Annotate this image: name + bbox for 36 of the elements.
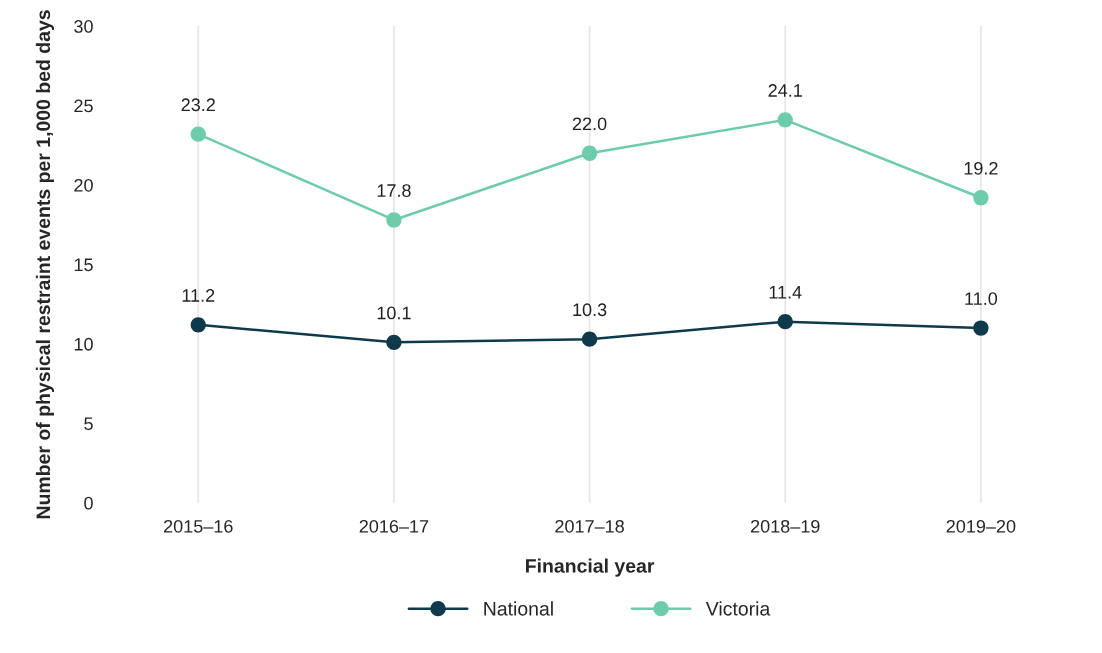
x-tick-label: 2018–19 xyxy=(751,519,820,533)
x-tick-label: 2017–18 xyxy=(555,519,624,533)
data-label: 10.1 xyxy=(377,306,411,320)
data-label: 23.2 xyxy=(181,98,215,112)
legend-label: Victoria xyxy=(705,601,771,616)
y-tick-label: 10 xyxy=(74,337,93,351)
point xyxy=(973,190,989,206)
point xyxy=(777,112,793,128)
data-label: 11.0 xyxy=(965,292,998,306)
x-axis-title: Financial year xyxy=(526,558,655,577)
data-label: 19.2 xyxy=(964,161,998,175)
point xyxy=(386,334,402,350)
y-axis-title: Number of physical restraint events per 1,000 bed days xyxy=(35,10,55,519)
y-tick-label: 30 xyxy=(74,20,93,33)
point xyxy=(973,320,989,336)
y-tick-label: 25 xyxy=(74,99,93,113)
x-tick-label: 2019–20 xyxy=(946,519,1016,533)
point xyxy=(581,331,598,347)
point xyxy=(190,126,206,142)
data-label: 17.8 xyxy=(377,184,411,197)
y-tick-label: 5 xyxy=(84,417,93,431)
x-tick-label: 2015–16 xyxy=(164,519,233,533)
data-label: 22.0 xyxy=(572,117,607,131)
data-label: 24.1 xyxy=(768,84,802,97)
y-tick-label: 20 xyxy=(74,178,93,192)
data-label: 10.3 xyxy=(573,303,607,317)
data-label: 11.2 xyxy=(182,289,215,302)
y-tick-label: 15 xyxy=(74,258,93,272)
point xyxy=(581,145,598,161)
point xyxy=(190,317,206,333)
point xyxy=(386,212,402,228)
point xyxy=(777,314,793,330)
y-tick-label: 0 xyxy=(84,496,93,510)
x-tick-label: 2016–17 xyxy=(359,519,429,533)
legend-label: National xyxy=(484,601,553,616)
data-label: 11.4 xyxy=(769,286,802,299)
